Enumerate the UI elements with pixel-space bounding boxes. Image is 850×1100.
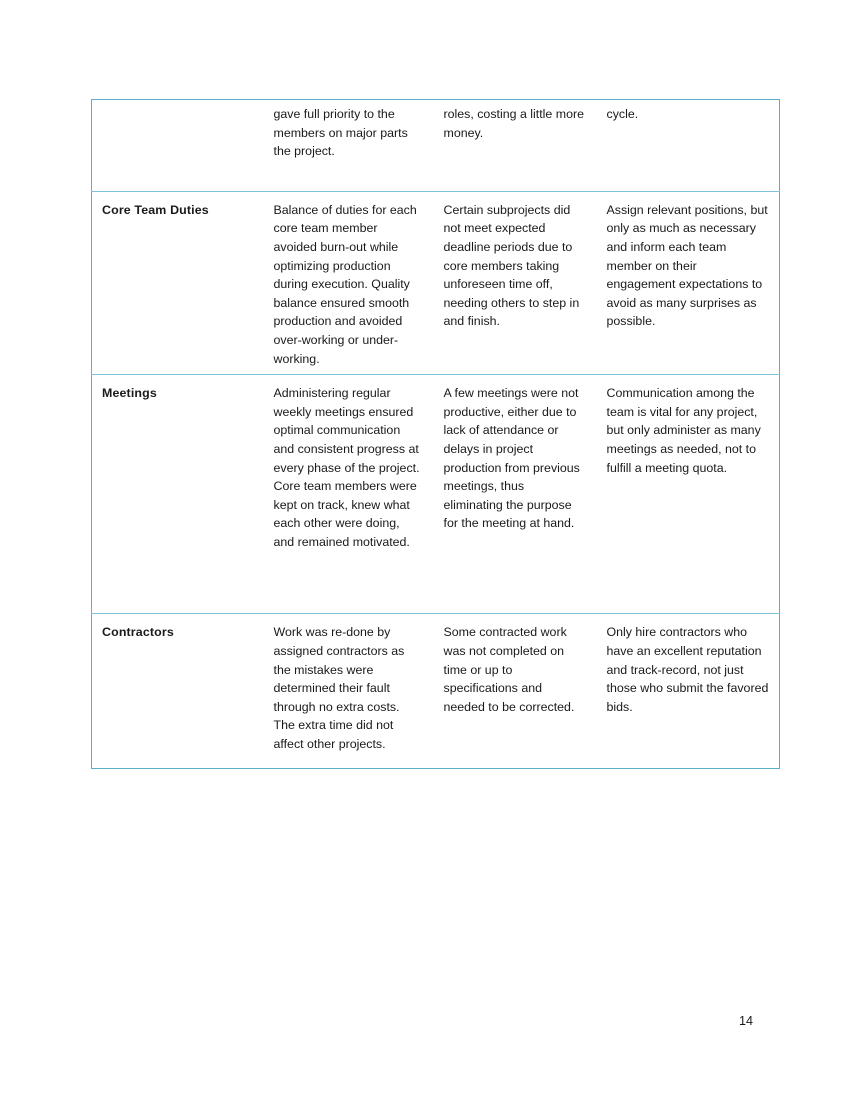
row-category-label: Meetings [102,386,157,401]
row-category-label [92,100,264,192]
row-went-wrong-cell: A few meetings were not productive, eith… [443,386,580,531]
row-went-wrong-cell: roles, costing a little more money. [443,107,584,140]
table-row: Contractors Work was re-done by assigned… [92,614,780,768]
table-row: Core Team Duties Balance of duties for e… [91,191,780,375]
table-row: Meetings Administering regular weekly me… [91,375,780,614]
table-body: gave full priority to the members on maj… [91,100,780,769]
row-category-label: Contractors [102,625,174,640]
row-recommendation-cell: cycle. [606,107,639,121]
page-number: 14 [738,1014,753,1028]
row-went-well-cell: Administering regular weekly meetings en… [273,386,420,549]
lessons-learned-table: gave full priority to the members on maj… [91,99,780,769]
row-went-wrong-cell: Certain subprojects did not meet expecte… [443,202,580,329]
row-recommendation-cell: Assign relevant positions, but only as m… [606,202,768,329]
row-went-well-cell: gave full priority to the members on maj… [273,107,408,159]
row-recommendation-cell: Only hire contractors who have an excell… [606,625,769,714]
row-category-label: Core Team Duties [102,202,209,217]
row-recommendation-cell: Communication among the team is vital fo… [606,386,761,475]
row-went-well-cell: Work was re-done by assigned contractors… [273,625,405,752]
table-row: gave full priority to the members on maj… [91,100,780,192]
row-went-wrong-cell: Some contracted work was not completed o… [443,625,575,714]
row-went-well-cell: Balance of duties for each core team mem… [273,202,417,366]
